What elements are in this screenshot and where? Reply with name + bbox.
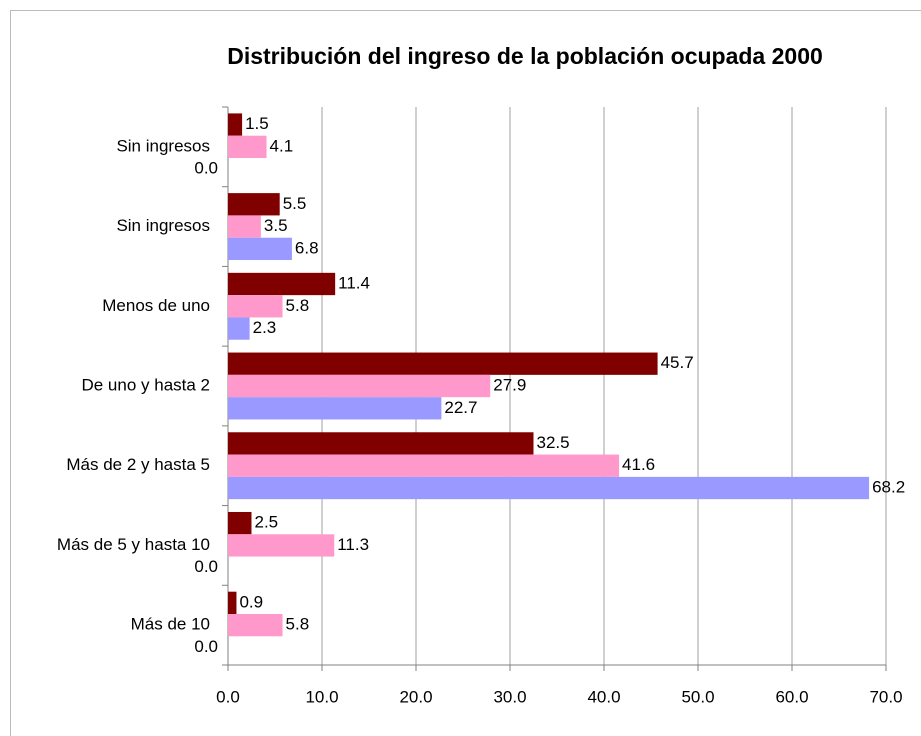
bar	[228, 113, 243, 136]
data-label: 68.2	[872, 477, 905, 496]
data-label: 27.9	[493, 375, 526, 394]
y-tick-label: Sin ingresos	[116, 216, 210, 235]
bar	[228, 534, 335, 557]
data-label: 0.0	[194, 637, 218, 656]
bar	[228, 591, 237, 614]
y-tick-label: Menos de uno	[102, 296, 210, 315]
data-label: 11.4	[338, 273, 370, 292]
x-tick-label: 0.0	[216, 687, 240, 706]
bar	[228, 454, 620, 477]
data-label: 5.8	[286, 615, 310, 634]
bar	[228, 215, 261, 238]
bar	[228, 135, 267, 159]
data-label: 41.6	[622, 455, 655, 474]
bar	[228, 272, 336, 296]
x-tick-label: 60.0	[775, 687, 808, 706]
data-label: 22.7	[444, 398, 477, 417]
chart-title: Distribución del ingreso de la población…	[227, 43, 823, 69]
y-tick-label: Sin ingresos	[116, 136, 210, 155]
y-tick-label: Más de 2 y hasta 5	[66, 455, 210, 474]
y-tick-label: Más de 10	[131, 615, 210, 634]
data-label: 2.3	[253, 318, 277, 337]
data-label: 2.5	[255, 513, 279, 532]
data-label: 3.5	[264, 216, 288, 235]
y-tick-label: De uno y hasta 2	[81, 375, 210, 394]
data-label: 0.0	[194, 159, 218, 178]
data-label: 5.5	[283, 194, 307, 213]
x-tick-label: 40.0	[587, 687, 620, 706]
x-tick-label: 20.0	[399, 687, 432, 706]
data-label: 0.9	[239, 592, 263, 611]
data-label: 4.1	[270, 136, 294, 155]
bar	[228, 432, 534, 455]
data-label: 32.5	[537, 433, 570, 452]
bar	[228, 511, 252, 535]
data-label: 11.3	[337, 535, 369, 554]
x-tick-label: 50.0	[681, 687, 714, 706]
bar	[228, 193, 280, 216]
bar	[228, 397, 442, 420]
data-label: 5.8	[286, 296, 310, 315]
bar	[228, 237, 292, 261]
x-tick-label: 30.0	[493, 687, 526, 706]
bar	[228, 317, 250, 340]
data-label: 45.7	[661, 353, 694, 372]
bar	[228, 613, 283, 637]
bar	[228, 295, 283, 318]
y-tick-label: Más de 5 y hasta 10	[57, 535, 210, 554]
data-label: 1.5	[245, 114, 269, 133]
bar	[228, 352, 658, 375]
data-label: 0.0	[194, 557, 218, 576]
data-label: 6.8	[295, 238, 319, 257]
x-tick-label: 10.0	[305, 687, 338, 706]
bar	[228, 476, 870, 500]
x-tick-label: 70.0	[869, 687, 902, 706]
bar	[228, 374, 491, 398]
